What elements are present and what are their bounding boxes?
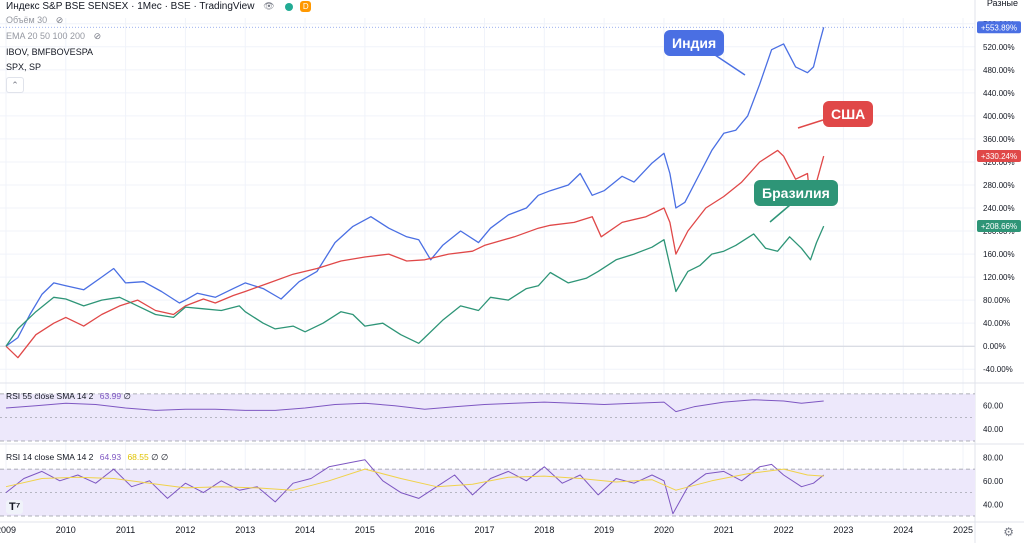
series-line-rsi55 — [5, 399, 824, 413]
rsi55-tick-label: 40.00 — [983, 425, 1004, 434]
x-tick-label: 2023 — [833, 525, 853, 535]
x-tick-label: 2024 — [893, 525, 913, 535]
status-dot-icon — [285, 2, 294, 11]
x-tick-label: 2015 — [355, 525, 375, 535]
y-tick-label: 480.00% — [983, 66, 1015, 75]
rsi55-value: 63.99 — [99, 391, 122, 401]
tradingview-logo-icon[interactable]: T⁷ — [6, 500, 24, 514]
callout-brazil: Бразилия — [754, 180, 838, 206]
scale-mode-label[interactable]: Разные — [986, 0, 1018, 8]
rsi-band-layer — [0, 393, 975, 517]
volume-label: Объём 30 — [6, 15, 48, 25]
ibov-legend[interactable]: IBOV, BMFBOVESPA — [6, 47, 93, 57]
volume-visibility-icon[interactable]: ⊘ — [55, 15, 64, 25]
badge-label-usa: +330.24% — [981, 152, 1017, 161]
series-line-india — [5, 27, 825, 347]
x-tick-label: 2017 — [474, 525, 494, 535]
y-tick-label: 280.00% — [983, 181, 1015, 190]
y-tick-label: -40.00% — [983, 365, 1013, 374]
d-badge: D — [300, 1, 312, 12]
x-tick-label: 2011 — [116, 525, 135, 535]
x-tick-label: 2018 — [534, 525, 554, 535]
badge-label-brazil: +208.66% — [981, 222, 1017, 231]
x-tick-label: 2025 — [953, 525, 973, 535]
callout-india: Индия — [664, 30, 725, 56]
rsi55-legend[interactable]: RSI 55 close SMA 14 2 63.99 ∅ — [6, 391, 131, 402]
axis-layer: 2009 2010 2011 2012 2013 2014 2015 2016 2017 2018… — [0, 20, 1021, 535]
chevron-up-icon[interactable]: ⌃ — [6, 77, 24, 93]
y-tick-label: 80.00% — [983, 296, 1010, 305]
series-layer — [5, 27, 825, 515]
x-tick-label: 2013 — [235, 525, 255, 535]
y-tick-label: 520.00% — [983, 43, 1015, 52]
series-line-rsi_sma — [5, 468, 824, 491]
rsi14-label: RSI 14 close SMA 14 2 — [6, 452, 94, 462]
rsi14-sma-value: 68.55 — [127, 452, 149, 462]
rsi14-band — [0, 469, 975, 516]
rsi14-tick-label: 40.00 — [983, 500, 1004, 509]
x-tick-label: 2019 — [594, 525, 614, 535]
symbol-legend[interactable]: Индекс S&P BSE SENSEX · 1Мес · BSE · Tra… — [6, 1, 312, 13]
x-tick-label: 2022 — [774, 525, 794, 535]
rsi14-legend[interactable]: RSI 14 close SMA 14 2 64.93 68.55 ∅ ∅ — [6, 452, 168, 463]
y-tick-label: 120.00% — [983, 273, 1015, 282]
y-tick-label: 440.00% — [983, 89, 1015, 98]
y-tick-label: 400.00% — [983, 112, 1015, 121]
y-tick-label: 0.00% — [983, 342, 1006, 351]
rsi14-value: 64.93 — [99, 452, 122, 462]
ibov-label: IBOV, BMFBOVESPA — [6, 47, 94, 57]
badge-india — [977, 21, 1021, 34]
x-tick-label: 2020 — [654, 525, 674, 535]
pointer-india — [714, 54, 746, 76]
spx-legend[interactable]: SPX, SP — [6, 62, 41, 72]
ema-visibility-icon[interactable]: ⊘ — [93, 31, 102, 41]
pointer-usa — [797, 119, 824, 129]
y-tick-label: 40.00% — [983, 319, 1010, 328]
x-tick-label: 2016 — [415, 525, 435, 535]
rsi14-tick-label: 60.00 — [983, 477, 1004, 486]
x-tick-label: 2021 — [714, 525, 734, 535]
callout-usa: США — [823, 101, 874, 127]
rsi14-tick-label: 80.00 — [983, 453, 1004, 462]
eye-icon[interactable]: 👁 — [263, 1, 275, 12]
ema-legend[interactable]: EMA 20 50 100 200 ⊘ — [6, 31, 101, 42]
badge-brazil — [977, 220, 1021, 233]
x-tick-label: 2012 — [175, 525, 195, 535]
rsi55-extra: ∅ — [123, 391, 131, 401]
symbol-title: Индекс S&P BSE SENSEX · 1Мес · BSE · Tra… — [6, 1, 255, 13]
rsi55-tick-label: 60.00 — [983, 402, 1004, 411]
series-line-usa — [5, 149, 825, 359]
y-tick-label: 240.00% — [983, 204, 1015, 213]
y-tick-label: 360.00% — [983, 135, 1015, 144]
ema-label: EMA 20 50 100 200 — [6, 31, 86, 41]
pointer-brazil — [769, 204, 791, 223]
series-line-brazil — [5, 225, 825, 347]
rsi55-label: RSI 55 close SMA 14 2 — [6, 391, 94, 401]
x-tick-label: 2014 — [295, 525, 315, 535]
badge-usa — [977, 150, 1021, 163]
spx-label: SPX, SP — [6, 62, 42, 72]
badge-label-india: +553.89% — [981, 23, 1017, 32]
x-tick-label: 2009 — [0, 525, 16, 535]
x-tick-label: 2010 — [56, 525, 76, 535]
rsi14-extra: ∅ ∅ — [151, 452, 169, 462]
y-tick-label: 320.00% — [983, 158, 1015, 167]
volume-legend[interactable]: Объём 30 ⊘ — [6, 15, 63, 26]
y-tick-label: 160.00% — [983, 250, 1015, 259]
gear-icon[interactable]: ⚙ — [1003, 525, 1014, 539]
